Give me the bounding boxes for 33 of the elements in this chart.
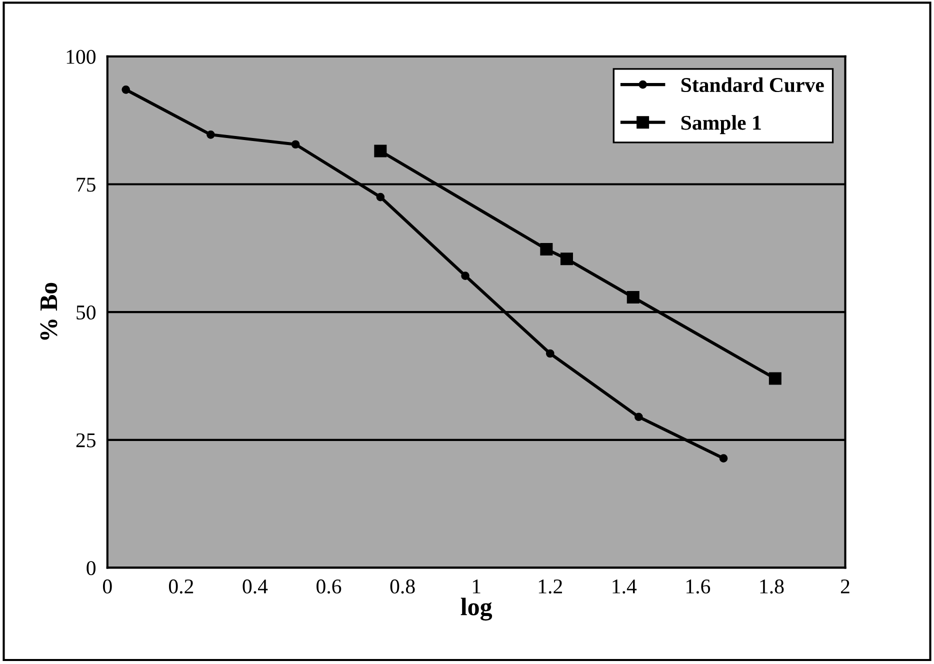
point <box>206 130 215 139</box>
x-tick-label: 0.2 <box>168 579 194 594</box>
point <box>461 272 470 280</box>
y-axis-title: % Bo <box>40 282 58 340</box>
legend-label: Sample 1 <box>681 115 761 134</box>
point <box>540 242 553 256</box>
point <box>560 252 573 266</box>
x-tick-label: 1 <box>472 580 480 594</box>
point <box>376 192 385 202</box>
y-tick-label: 0 <box>86 561 96 576</box>
x-tick-label: 1.6 <box>686 579 710 594</box>
x-tick-label: 2 <box>840 579 850 594</box>
point <box>374 144 387 158</box>
point <box>546 349 554 358</box>
y-tick-label: 100 <box>66 50 96 64</box>
point <box>634 412 643 422</box>
point <box>122 86 130 94</box>
x-tick-label: 0.4 <box>242 579 268 594</box>
point <box>719 454 728 462</box>
x-tick-label: 1.4 <box>612 580 637 594</box>
point <box>291 140 300 149</box>
point <box>768 372 782 385</box>
x-tick-label: 0.8 <box>390 579 415 594</box>
x-tick-label: 1.8 <box>760 579 784 594</box>
x-tick-label: 0 <box>102 579 112 594</box>
x-axis-title: log <box>460 598 492 621</box>
y-tick-label: 75 <box>76 178 96 192</box>
y-tick-label: 25 <box>76 433 96 448</box>
y-tick-label: 50 <box>76 305 96 320</box>
point <box>626 291 640 304</box>
x-tick-label: 1.2 <box>538 579 562 594</box>
legend-label: Standard Curve <box>681 77 824 92</box>
x-tick-label: 0.6 <box>316 579 342 594</box>
